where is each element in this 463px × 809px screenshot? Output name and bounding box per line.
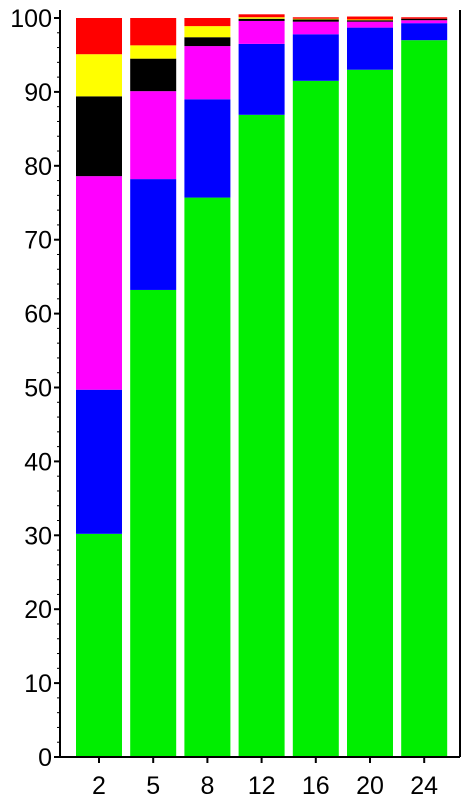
y-tick-label: 100 xyxy=(10,5,52,33)
bar-segment xyxy=(130,58,177,92)
y-tick-label: 60 xyxy=(24,301,52,329)
axes xyxy=(59,10,461,758)
y-tick-label: 90 xyxy=(24,79,52,107)
x-tick-label: 2 xyxy=(92,772,106,800)
bar-segment xyxy=(401,18,448,21)
x-tick-label: 24 xyxy=(410,772,438,800)
bar-segment xyxy=(401,40,448,758)
y-tick-label: 80 xyxy=(24,153,52,181)
bar-segment xyxy=(76,18,122,55)
bar-segment xyxy=(184,46,231,100)
bar-segment xyxy=(401,17,448,19)
y-axis-ticks: 0 10 20 30 40 50 60 70 80 90 100 xyxy=(10,5,60,772)
bar-segment xyxy=(76,389,122,534)
bar-segment xyxy=(292,34,339,81)
bar-stack xyxy=(130,18,177,757)
bar-segment xyxy=(292,19,339,22)
bar-segment xyxy=(130,45,177,59)
bar-stack xyxy=(76,18,122,757)
x-tick-label: 5 xyxy=(146,772,160,800)
y-tick-label: 70 xyxy=(24,227,52,255)
bar-segment xyxy=(347,69,393,758)
bar-segment xyxy=(238,20,285,44)
x-tick-label: 20 xyxy=(356,772,384,800)
bar-segment xyxy=(76,54,122,97)
bar-segment xyxy=(292,18,339,20)
bar-segment xyxy=(292,21,339,35)
bar-segment xyxy=(292,17,339,19)
bar-segment xyxy=(347,21,393,28)
bar-segment xyxy=(347,16,393,20)
bar-segment xyxy=(184,197,231,757)
x-tick-label: 16 xyxy=(302,772,330,800)
bar-stack xyxy=(401,17,448,758)
y-tick-label: 30 xyxy=(24,522,52,550)
bar-segment xyxy=(184,18,231,27)
bar-segment xyxy=(238,114,285,757)
y-tick-label: 0 xyxy=(38,744,52,772)
x-axis-ticks: 2 5 8 12 16 20 24 xyxy=(92,757,438,800)
bar-stack xyxy=(347,16,393,758)
bar-segment xyxy=(76,533,122,757)
bar-segment xyxy=(401,20,448,24)
y-tick-label: 10 xyxy=(24,670,52,698)
bar-segment xyxy=(238,43,285,115)
bar-segment xyxy=(347,19,393,21)
bar-segment xyxy=(401,23,448,41)
bar-segment xyxy=(130,289,177,757)
bar-segment xyxy=(347,27,393,70)
x-tick-label: 12 xyxy=(248,772,276,800)
bar-segment xyxy=(130,179,177,290)
bar-segment xyxy=(76,96,122,177)
bar-segment xyxy=(184,37,231,47)
bar-stack xyxy=(238,14,285,757)
y-tick-label: 20 xyxy=(24,596,52,624)
bar-segment xyxy=(347,20,393,22)
bar-segment xyxy=(130,91,177,180)
bar-segment xyxy=(130,18,177,46)
y-tick-label: 50 xyxy=(24,375,52,403)
bar-segment xyxy=(292,80,339,757)
bar-segment xyxy=(184,26,231,38)
bar-segment xyxy=(184,99,231,198)
y-tick-label: 40 xyxy=(24,448,52,476)
bar-stack xyxy=(292,17,339,757)
bar-segment xyxy=(76,176,122,390)
bar-stacks xyxy=(76,14,448,758)
x-tick-label: 8 xyxy=(200,772,214,800)
bar-stack xyxy=(184,18,231,757)
bar-segment xyxy=(238,18,285,21)
bar-segment xyxy=(238,14,285,18)
bar-segment xyxy=(238,17,285,19)
